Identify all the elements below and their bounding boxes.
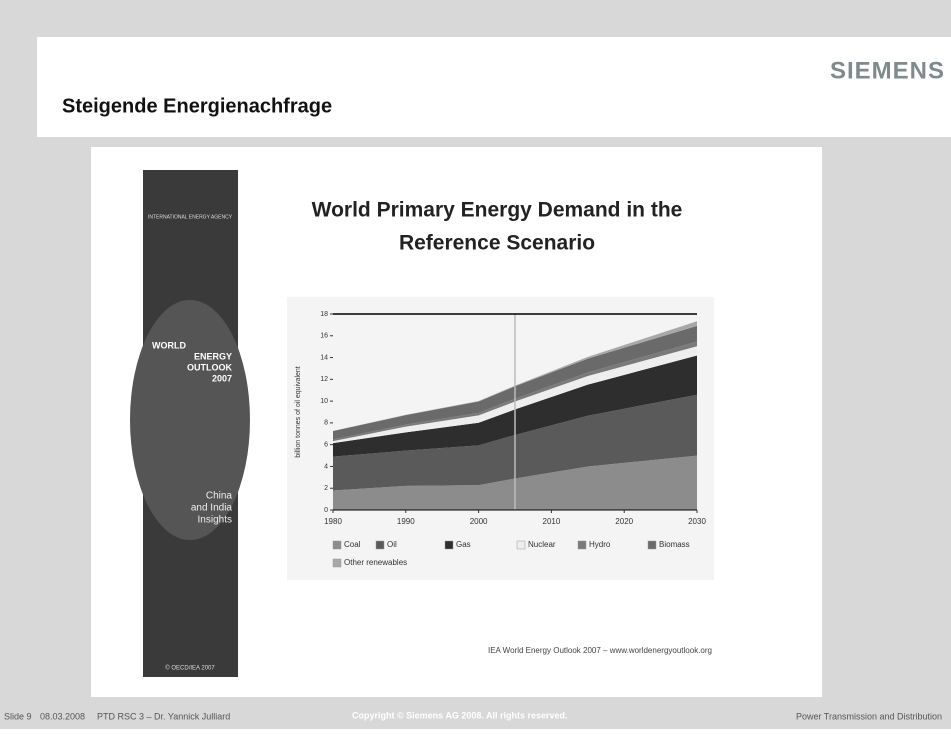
y-tick-label: 16 [320,333,328,340]
footer-author: PTD RSC 3 – Dr. Yannick Julliard [97,711,230,721]
chart-title: Reference Scenario [399,232,595,255]
cover-subtitle: Insights [198,515,232,526]
x-tick-label: 2030 [688,517,706,526]
legend-swatch [332,540,342,550]
y-tick-label: 14 [320,354,328,361]
source-note: IEA World Energy Outlook 2007 – www.worl… [488,646,712,655]
legend-swatch [332,558,342,568]
y-tick-label: 6 [324,442,328,449]
y-tick-label: 10 [320,398,328,405]
x-tick-label: 2020 [615,517,633,526]
y-axis-label: billion tonnes of oil equivalent [295,366,302,458]
x-tick-label: 1980 [324,517,342,526]
legend-label: Hydro [589,540,611,549]
footer-copyright: Copyright © Siemens AG 2008. All rights … [352,710,568,720]
cover-title: ENERGY [194,351,232,361]
footer-date: 08.03.2008 [40,711,85,721]
footer-division: Power Transmission and Distribution [796,711,942,721]
x-tick-label: 1990 [397,517,415,526]
x-tick-label: 2000 [470,517,488,526]
legend-label: Other renewables [344,558,407,567]
legend-label: Nuclear [528,540,556,549]
y-tick-label: 2 [324,485,328,492]
cover-agency: INTERNATIONAL ENERGY AGENCY [148,214,233,220]
logo: SIEMENS [830,57,945,84]
legend-label: Coal [344,540,361,549]
y-tick-label: 12 [320,376,328,383]
legend-swatch [647,540,657,550]
chart-title: World Primary Energy Demand in the [312,199,683,222]
cover-title: 2007 [212,373,232,383]
legend-label: Gas [456,540,471,549]
header-bar [37,37,951,137]
area [333,355,697,457]
legend-swatch [444,540,454,550]
legend-label: Oil [387,540,397,549]
globe [130,300,250,540]
footer-slide: Slide 9 [4,711,32,721]
y-tick-label: 18 [320,311,328,318]
x-tick-label: 2010 [543,517,561,526]
y-tick-label: 8 [324,420,328,427]
y-tick-label: 0 [324,507,328,514]
cover-subtitle: China [206,491,233,502]
y-tick-label: 4 [324,463,328,470]
legend-swatch [577,540,587,550]
legend-label: Biomass [659,540,690,549]
cover-subtitle: and India [191,503,233,514]
legend-swatch [375,540,385,550]
cover-footer: © OECD/IEA 2007 [165,665,215,672]
area [333,325,697,440]
cover-title: OUTLOOK [187,362,232,372]
slide-title: Steigende Energienachfrage [62,95,332,117]
legend-swatch [516,540,526,550]
cover-title: WORLD [152,340,186,350]
